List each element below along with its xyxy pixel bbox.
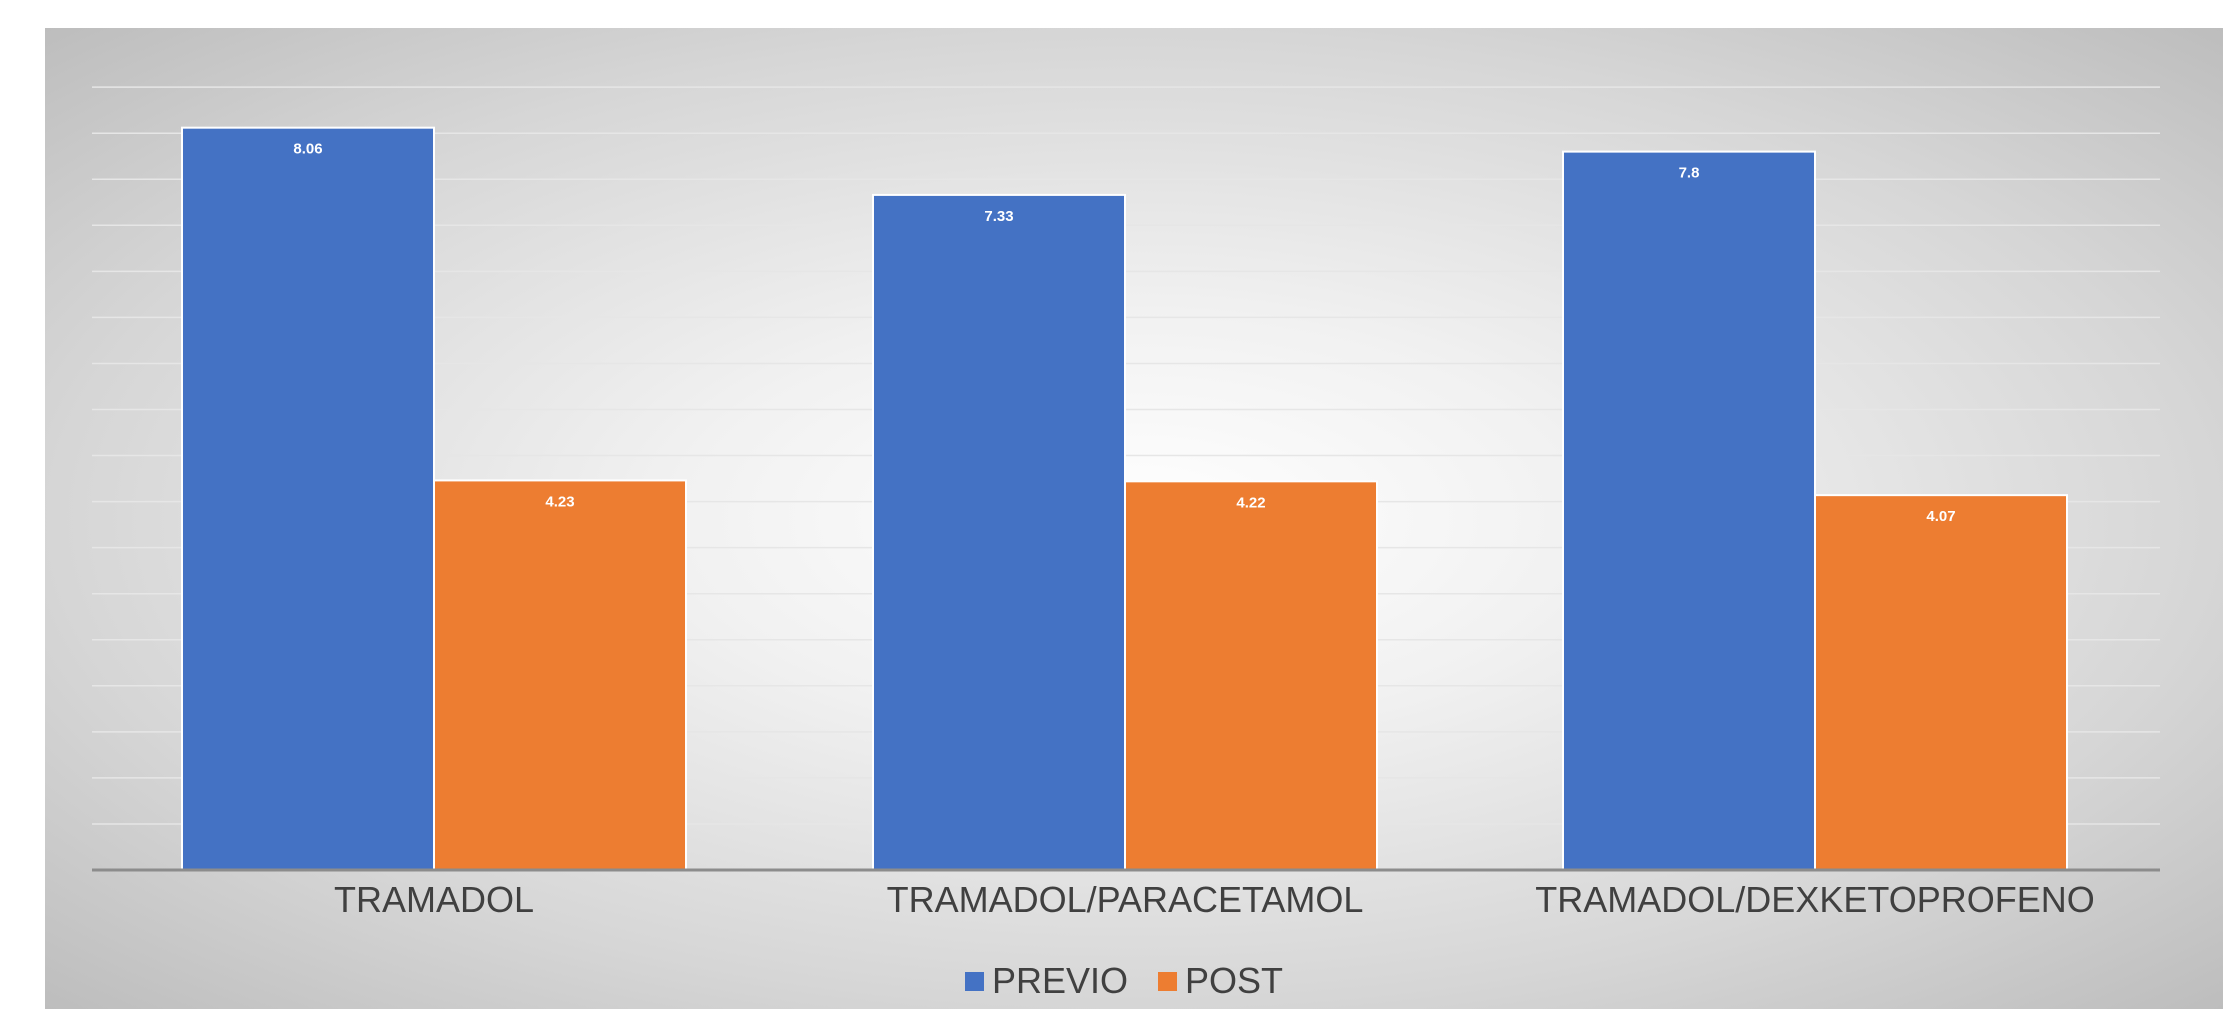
- category-label: TRAMADOL: [334, 879, 534, 920]
- bar-post-0: [433, 479, 687, 871]
- legend-swatch: [965, 972, 984, 991]
- category-labels: TRAMADOL TRAMADOL/PARACETAMOL TRAMADOL/DEX…: [334, 879, 2095, 920]
- bar-post-1: [1124, 480, 1378, 871]
- data-label: 8.06: [293, 141, 322, 158]
- legend: PREVIO POST: [965, 960, 1283, 1001]
- bar-previo-1: [872, 193, 1126, 872]
- bars: 8.06 4.23 7.33 4.22 7.8 4.07: [181, 126, 2068, 872]
- bar-previo-2: [1562, 150, 1816, 871]
- bar-previo-0: [181, 126, 435, 871]
- data-label: 7.8: [1679, 165, 1700, 182]
- bar-post-2: [1814, 494, 2068, 871]
- data-label: 4.22: [1236, 494, 1265, 511]
- data-label: 4.23: [545, 493, 574, 510]
- category-label: TRAMADOL/DEXKETOPROFENO: [1535, 879, 2094, 920]
- data-label: 4.07: [1926, 508, 1955, 525]
- legend-label: PREVIO: [992, 960, 1128, 1001]
- legend-swatch: [1158, 972, 1177, 991]
- legend-label: POST: [1185, 960, 1283, 1001]
- category-label: TRAMADOL/PARACETAMOL: [887, 879, 1364, 920]
- data-label: 7.33: [984, 208, 1013, 225]
